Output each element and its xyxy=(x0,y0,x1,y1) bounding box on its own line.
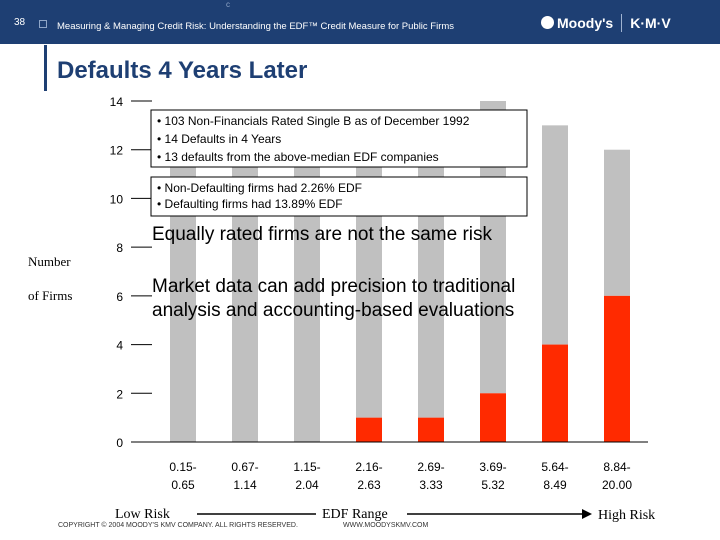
x-left-label: Low Risk xyxy=(115,507,170,522)
logo-brand-text: Moody's xyxy=(557,15,614,31)
slide-number: 38 xyxy=(14,17,26,28)
bar-non-defaulting xyxy=(604,149,630,296)
annotation-box xyxy=(150,176,528,217)
bullet-square-icon xyxy=(39,20,47,28)
bar-non-defaulting xyxy=(418,125,444,418)
x-tick-label: 8.49 xyxy=(543,478,567,492)
x-tick-label: 2.16- xyxy=(355,460,382,474)
annotation-box xyxy=(150,109,528,168)
y-tick-label: 10 xyxy=(110,192,124,206)
x-tick-label: 2.63 xyxy=(357,478,381,492)
footer-url: WWW.MOODYSKMV.COM xyxy=(343,522,429,529)
annotation-text: • Defaulting firms had 13.89% EDF xyxy=(157,197,343,211)
x-tick-label: 5.64- xyxy=(541,460,568,474)
y-tick-label: 6 xyxy=(116,290,123,304)
x-tick-label: 0.67- xyxy=(231,460,258,474)
x-tick-label: 1.15- xyxy=(293,460,320,474)
x-axis-label: EDF Range xyxy=(322,507,388,522)
x-right-label: High Risk xyxy=(598,508,655,523)
x-tick-label: 0.65 xyxy=(171,478,195,492)
overlay-statement: analysis and accounting-based evaluation… xyxy=(152,300,514,321)
header-bar: 38 Measuring & Managing Credit Risk: Und… xyxy=(0,0,720,44)
x-tick-label: 20.00 xyxy=(602,478,632,492)
y-tick-label: 14 xyxy=(110,95,124,109)
overlay-statement: Market data can add precision to traditi… xyxy=(152,276,515,297)
x-tick-label: 8.84- xyxy=(603,460,630,474)
bar-defaulting xyxy=(542,344,568,442)
bar-defaulting xyxy=(418,417,444,442)
y-axis-label: Number xyxy=(28,254,71,269)
annotation-text: • 14 Defaults in 4 Years xyxy=(157,132,281,146)
x-tick-label: 0.15- xyxy=(169,460,196,474)
moodys-kmv-logo: Moody's K·M·V xyxy=(541,14,671,32)
moodys-logo-icon xyxy=(541,16,554,29)
y-axis-label: of Firms xyxy=(28,288,72,303)
logo-brand-suffix: K·M·V xyxy=(630,15,671,31)
annotation-text: • 103 Non-Financials Rated Single B as o… xyxy=(157,114,470,128)
bar-defaulting xyxy=(356,417,382,442)
title-accent-bar xyxy=(44,45,47,91)
y-tick-label: 8 xyxy=(116,241,123,255)
annotation-text: • Non-Defaulting firms had 2.26% EDF xyxy=(157,181,362,195)
x-tick-label: 2.04 xyxy=(295,478,319,492)
page-title: Defaults 4 Years Later xyxy=(57,57,308,84)
annotation-text: • 13 defaults from the above-median EDF … xyxy=(157,150,439,164)
y-tick-label: 12 xyxy=(110,144,124,158)
footer-copyright: COPYRIGHT © 2004 MOODY'S KMV COMPANY. AL… xyxy=(58,522,298,529)
header-title: Measuring & Managing Credit Risk: Unders… xyxy=(57,21,455,32)
arrow-right-icon xyxy=(582,509,592,519)
x-tick-label: 1.14 xyxy=(233,478,257,492)
bar-defaulting xyxy=(604,295,630,442)
deco-mark: c xyxy=(226,0,230,9)
y-tick-label: 2 xyxy=(116,387,123,401)
x-tick-label: 2.69- xyxy=(417,460,444,474)
x-tick-label: 3.33 xyxy=(419,478,443,492)
bar-non-defaulting xyxy=(356,125,382,418)
overlay-statement: Equally rated firms are not the same ris… xyxy=(152,224,493,245)
y-tick-label: 0 xyxy=(116,436,123,450)
x-tick-label: 5.32 xyxy=(481,478,505,492)
bar-defaulting xyxy=(480,393,506,442)
bar-non-defaulting xyxy=(542,125,568,345)
x-tick-label: 3.69- xyxy=(479,460,506,474)
logo-divider xyxy=(621,14,623,32)
y-tick-label: 4 xyxy=(116,339,123,353)
